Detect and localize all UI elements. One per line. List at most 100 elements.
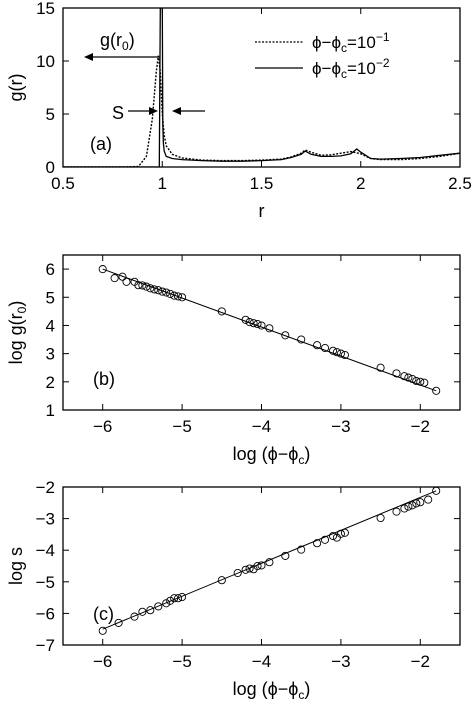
data-point xyxy=(122,277,131,286)
x-axis-label: log (ϕ−ϕc) xyxy=(233,679,311,702)
data-point xyxy=(138,281,147,290)
x-axis-label: r xyxy=(259,201,265,221)
data-point xyxy=(412,499,421,508)
y-tick-label: −4 xyxy=(36,541,55,560)
series-line-solid xyxy=(63,8,460,167)
data-point xyxy=(241,315,250,324)
legend-label: ϕ−ϕc=10−1 xyxy=(312,30,390,55)
x-tick-label: 1 xyxy=(158,174,167,193)
data-point xyxy=(265,558,274,567)
y-tick-label: 3 xyxy=(46,345,55,364)
data-point xyxy=(146,606,155,615)
data-point xyxy=(404,502,413,511)
x-tick-label: −3 xyxy=(331,417,350,436)
data-point xyxy=(154,602,163,611)
data-point xyxy=(313,341,322,350)
data-point xyxy=(320,535,330,544)
x-tick-label: −3 xyxy=(331,652,350,671)
data-point xyxy=(241,565,250,574)
data-point xyxy=(281,331,290,340)
data-point xyxy=(328,531,338,541)
data-point xyxy=(432,386,441,395)
data-point xyxy=(320,343,330,353)
data-point xyxy=(233,568,242,578)
data-point xyxy=(110,274,119,283)
data-point xyxy=(412,376,421,386)
arrowhead-icon xyxy=(149,107,158,115)
panel-c: −6 −5 −4 −3 −2 −7 −6 −5 −4 −3 −2 log (ϕ−ϕc) log s (c) xyxy=(6,478,461,702)
data-point xyxy=(281,551,290,560)
data-point xyxy=(98,626,107,635)
annotation-peak-label: g(r0) xyxy=(100,30,135,53)
data-point xyxy=(404,373,413,382)
y-tick-label: 5 xyxy=(46,288,55,307)
legend-label: ϕ−ϕc=10−2 xyxy=(312,56,390,81)
data-point xyxy=(408,374,417,384)
data-point xyxy=(416,377,425,386)
data-point xyxy=(400,504,409,513)
data-point xyxy=(297,545,306,554)
y-tick-label: 6 xyxy=(46,260,55,279)
data-point xyxy=(332,348,341,357)
data-point xyxy=(166,596,175,605)
y-axis-label: log g(r0) xyxy=(6,301,29,365)
data-point xyxy=(162,599,171,608)
plot-frame xyxy=(62,7,461,168)
arrowhead-icon xyxy=(172,107,181,115)
data-point xyxy=(178,592,187,602)
data-point xyxy=(416,498,425,507)
y-tick-label: 0 xyxy=(46,158,55,177)
data-point xyxy=(376,363,385,372)
data-point xyxy=(420,378,429,387)
x-tick-label: −5 xyxy=(172,652,191,671)
x-tick-label: −2 xyxy=(411,417,430,436)
data-point xyxy=(245,564,254,573)
x-tick-label: −4 xyxy=(252,652,271,671)
y-tick-label: −6 xyxy=(36,604,55,623)
y-tick-label: 4 xyxy=(46,316,55,335)
y-axis-label: log s xyxy=(6,547,26,585)
data-point xyxy=(118,272,127,281)
data-point xyxy=(336,349,345,358)
data-point xyxy=(340,528,349,537)
y-tick-label: 15 xyxy=(36,0,55,18)
data-point xyxy=(154,286,163,295)
data-point xyxy=(150,285,159,294)
plot-frame xyxy=(62,254,461,411)
data-point xyxy=(130,612,139,621)
data-point xyxy=(432,486,441,495)
data-point xyxy=(265,324,274,333)
x-tick-label: 2.5 xyxy=(448,174,472,193)
data-point xyxy=(166,289,175,298)
data-point xyxy=(424,495,433,504)
x-tick-label: −6 xyxy=(93,417,112,436)
annotation-width-label: S xyxy=(112,103,124,123)
data-point xyxy=(253,561,262,571)
data-point xyxy=(297,335,306,344)
data-point xyxy=(340,350,349,360)
data-point xyxy=(162,288,171,297)
data-point xyxy=(174,594,183,603)
arrowhead-icon xyxy=(84,53,93,61)
data-point xyxy=(249,319,258,328)
data-point xyxy=(138,607,147,616)
data-point xyxy=(313,539,322,548)
y-tick-label: 2 xyxy=(46,373,55,392)
data-point xyxy=(400,372,409,381)
data-point xyxy=(98,265,107,274)
panel-a: 0.5 1 1.5 2 2.5 0 5 10 15 r g(r) (a) ϕ−ϕc=10−1ϕ−ϕc=1… xyxy=(6,0,472,221)
panel-b: −6 −5 −4 −3 −2 1 2 3 4 5 6 log (ϕ−ϕc) log g(r0) (b) xyxy=(6,254,461,467)
panel-label: (c) xyxy=(93,604,114,624)
y-tick-label: 1 xyxy=(46,401,55,420)
data-point xyxy=(170,594,179,603)
y-tick-label: −3 xyxy=(36,510,55,529)
x-tick-label: 1.5 xyxy=(250,174,274,193)
y-tick-label: 10 xyxy=(36,52,55,71)
data-point xyxy=(408,501,417,510)
x-tick-label: −5 xyxy=(172,417,191,436)
y-axis-label: g(r) xyxy=(6,74,26,102)
x-tick-label: 0.5 xyxy=(51,174,75,193)
data-point xyxy=(217,307,226,316)
data-point xyxy=(217,576,226,585)
